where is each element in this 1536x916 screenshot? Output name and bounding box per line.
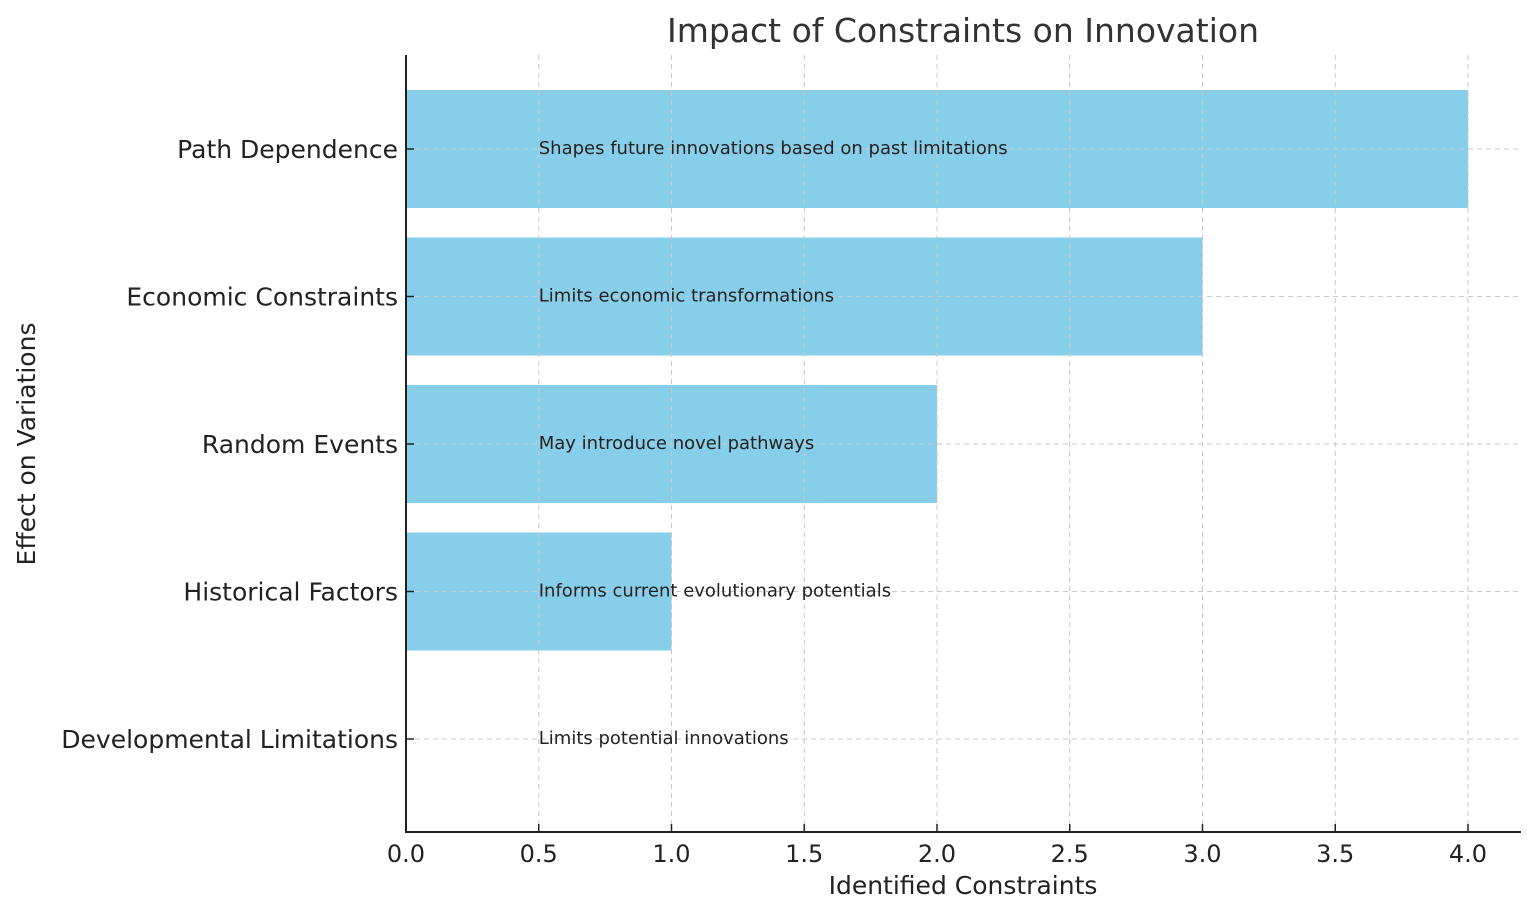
x-axis-ticks: 0.0 0.5 1.0 1.5 2.0 2.5 3.0 3.5 4.0 [387,824,1487,868]
y-axis-ticks: Developmental Limitations Historical Fact… [61,135,414,754]
bar-annotation: Shapes future innovations based on past … [539,138,1008,159]
x-tick-label: 3.0 [1183,840,1221,868]
bar-annotation: Informs current evolutionary potentials [539,581,891,602]
bar-annotation: Limits potential innovations [539,728,789,749]
chart-title: Impact of Constraints on Innovation [667,11,1259,50]
x-tick-label: 0.0 [387,840,425,868]
x-tick-label: 4.0 [1449,840,1487,868]
x-tick-label: 3.5 [1316,840,1354,868]
x-tick-label: 2.5 [1051,840,1089,868]
y-tick-label: Random Events [202,430,398,459]
bar-annotation: Limits economic transformations [539,286,834,307]
y-tick-label: Developmental Limitations [61,725,398,754]
y-tick-label: Path Dependence [177,135,398,164]
x-tick-label: 2.0 [918,840,956,868]
x-tick-label: 1.5 [785,840,823,868]
y-axis-label: Effect on Variations [12,323,41,566]
x-tick-label: 0.5 [520,840,558,868]
x-tick-label: 1.0 [652,840,690,868]
y-tick-label: Historical Factors [183,578,398,607]
annotations: Limits potential innovations Informs curr… [539,138,1008,749]
bar-annotation: May introduce novel pathways [539,433,815,454]
grid-overlay [406,55,1521,832]
y-tick-label: Economic Constraints [126,283,398,312]
x-axis-label: Identified Constraints [829,871,1098,900]
